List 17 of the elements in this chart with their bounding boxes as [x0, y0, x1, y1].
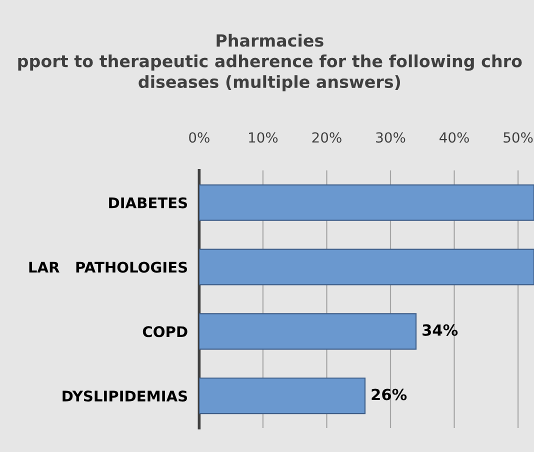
data-label: 26%: [372, 388, 407, 400]
x-tick-label: 10%: [249, 132, 278, 143]
bar: [199, 248, 534, 286]
bar: [199, 378, 366, 414]
bar: [199, 313, 417, 350]
chart-title: Pharmacies pport to therapeutic adherence for the following chro diseases (multiple answers): [18, 34, 522, 92]
y-tick-label: COPD: [142, 326, 188, 338]
data-label: 34%: [422, 324, 458, 336]
y-tick-label: LAR PATHOLOGIES: [29, 262, 188, 273]
y-tick-label: DIABETES: [109, 197, 188, 208]
x-tick-label: 30%: [376, 132, 406, 143]
y-tick-label: DYSLIPIDEMIAS: [62, 390, 188, 402]
x-tick-label: 40%: [440, 132, 469, 143]
x-tick-label: 0%: [189, 132, 210, 143]
x-tick-label: 20%: [312, 132, 342, 143]
x-tick-label: 50%: [504, 132, 533, 143]
bar: [199, 184, 534, 221]
